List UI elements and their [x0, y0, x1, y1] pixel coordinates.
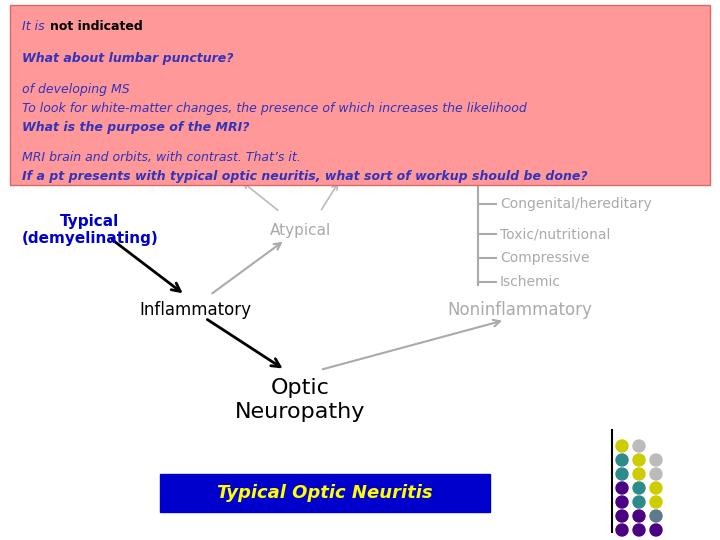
- Circle shape: [616, 496, 628, 508]
- Text: If a pt presents with typical optic neuritis, what sort of workup should be done: If a pt presents with typical optic neur…: [22, 170, 588, 183]
- Circle shape: [650, 454, 662, 466]
- Circle shape: [633, 482, 645, 494]
- Text: Atypical: Atypical: [269, 222, 330, 238]
- Text: Typical
(demyelinating): Typical (demyelinating): [22, 214, 158, 246]
- Text: 105: 105: [682, 12, 703, 22]
- Circle shape: [650, 524, 662, 536]
- Text: Congenital/hereditary: Congenital/hereditary: [500, 197, 652, 211]
- Circle shape: [616, 454, 628, 466]
- Text: Noninflammatory: Noninflammatory: [448, 301, 593, 319]
- Text: What is the purpose of the MRI?: What is the purpose of the MRI?: [22, 120, 250, 133]
- Text: not indicated: not indicated: [50, 20, 143, 33]
- Text: Toxic/nutritional: Toxic/nutritional: [500, 227, 611, 241]
- Circle shape: [650, 496, 662, 508]
- Circle shape: [633, 454, 645, 466]
- Circle shape: [616, 482, 628, 494]
- Circle shape: [650, 482, 662, 494]
- Circle shape: [616, 510, 628, 522]
- Bar: [10, 5, 710, 185]
- Circle shape: [616, 440, 628, 452]
- Circle shape: [633, 510, 645, 522]
- Circle shape: [633, 496, 645, 508]
- Circle shape: [650, 510, 662, 522]
- Text: of developing MS: of developing MS: [22, 83, 130, 96]
- Circle shape: [616, 524, 628, 536]
- Text: Optic
Neuropathy: Optic Neuropathy: [235, 379, 365, 422]
- Text: What about lumbar puncture?: What about lumbar puncture?: [22, 52, 233, 65]
- Bar: [160, 474, 490, 512]
- Circle shape: [650, 468, 662, 480]
- Text: Inflammatory: Inflammatory: [139, 301, 251, 319]
- Text: MRI brain and orbits, with contrast. That’s it.: MRI brain and orbits, with contrast. Tha…: [22, 151, 301, 164]
- Circle shape: [633, 440, 645, 452]
- Circle shape: [616, 468, 628, 480]
- Text: To look for white-matter changes, the presence of which increases the likelihood: To look for white-matter changes, the pr…: [22, 102, 527, 114]
- Circle shape: [633, 468, 645, 480]
- Text: Ischemic: Ischemic: [500, 275, 561, 289]
- Circle shape: [633, 524, 645, 536]
- Text: Typical Optic Neuritis: Typical Optic Neuritis: [217, 484, 433, 502]
- Text: It is: It is: [22, 20, 49, 33]
- Text: Compressive: Compressive: [500, 251, 590, 265]
